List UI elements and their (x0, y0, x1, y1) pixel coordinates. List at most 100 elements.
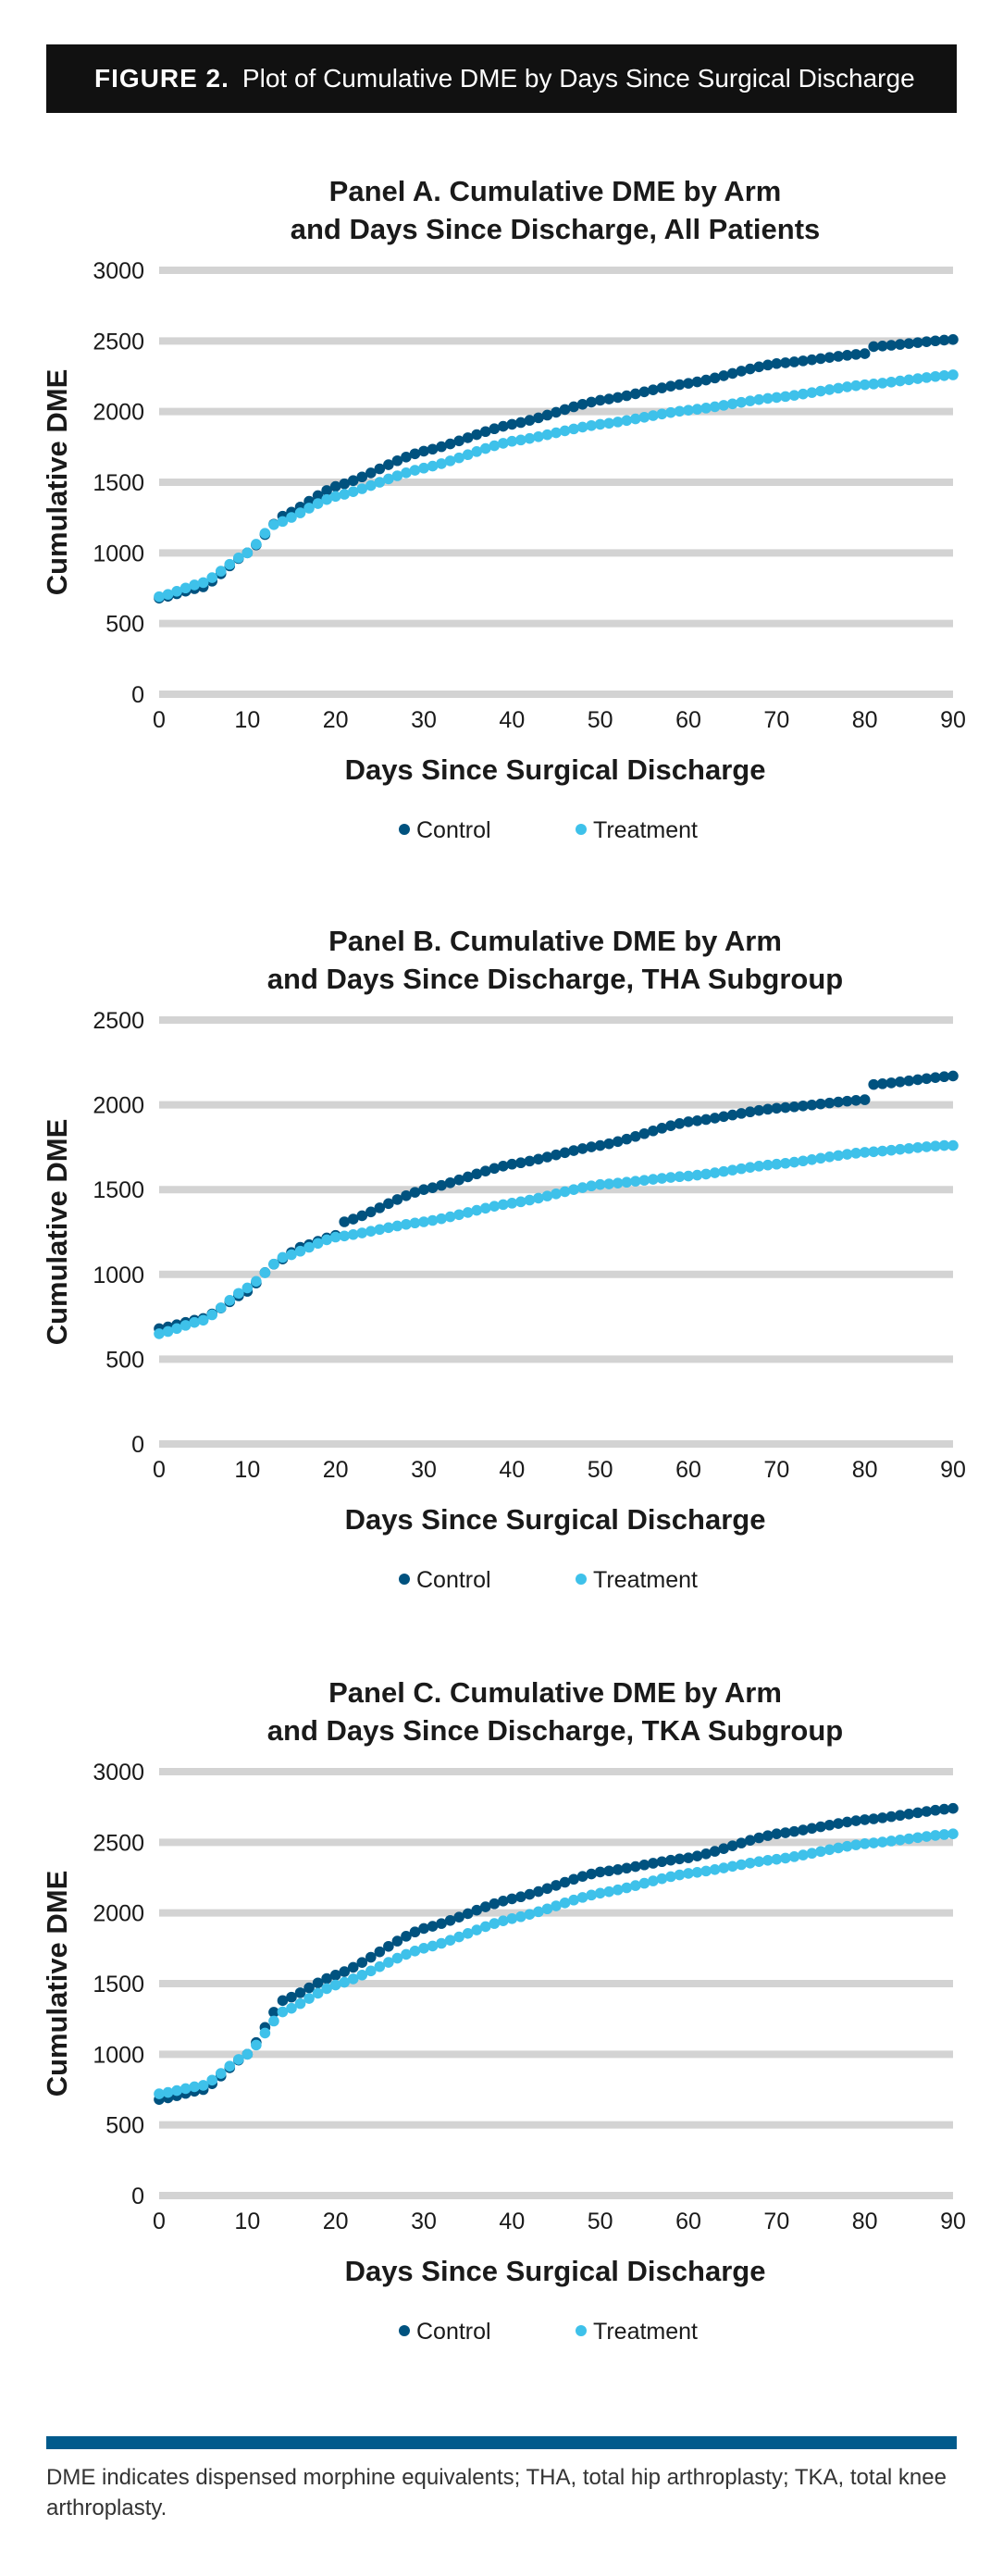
data-point-treatment (427, 1940, 439, 1952)
data-point-treatment (462, 1207, 474, 1218)
data-point-control (391, 1194, 403, 1205)
data-point-control (691, 376, 703, 388)
data-point-treatment (515, 1910, 526, 1923)
data-point-control (798, 1824, 809, 1836)
data-point-treatment (303, 503, 315, 514)
data-point-control (656, 382, 668, 393)
data-point-treatment (823, 1151, 836, 1163)
data-point-control (347, 475, 359, 487)
data-point-control (551, 1149, 562, 1161)
data-point-treatment (576, 1892, 588, 1903)
data-point-treatment (498, 1199, 509, 1211)
data-point-control (383, 1940, 394, 1952)
data-point-treatment (621, 1882, 633, 1894)
x-tick-label: 90 (940, 1457, 966, 1483)
data-point-control (391, 454, 403, 467)
data-point-control (612, 392, 624, 404)
data-point-control (823, 352, 836, 363)
data-point-treatment (154, 2088, 165, 2099)
data-point-treatment (427, 460, 439, 472)
chart-title-line1: Panel A. Cumulative DME by Arm (329, 175, 782, 207)
data-point-treatment (479, 442, 491, 454)
data-point-treatment (612, 1177, 624, 1188)
data-point-treatment (241, 547, 254, 559)
data-point-control (930, 335, 941, 347)
data-point-treatment (453, 1931, 464, 1943)
x-tick-label: 10 (234, 707, 260, 733)
data-point-treatment (876, 1145, 888, 1157)
data-point-control (726, 1840, 738, 1851)
data-point-control (612, 1864, 624, 1875)
data-point-treatment (656, 1173, 668, 1184)
data-point-control (303, 1982, 315, 1994)
data-point-treatment (947, 1139, 959, 1151)
data-point-control (462, 1908, 474, 1920)
data-point-treatment (780, 1157, 791, 1169)
data-point-control (621, 1133, 633, 1145)
data-point-treatment (665, 406, 676, 418)
data-point-treatment (921, 1141, 933, 1152)
x-tick-label: 0 (153, 707, 166, 733)
data-point-control (859, 1814, 871, 1825)
data-point-control (788, 1101, 800, 1113)
data-point-treatment (921, 1831, 933, 1842)
data-point-control (541, 1883, 553, 1895)
data-point-control (771, 1102, 783, 1114)
data-point-control (709, 372, 721, 384)
data-point-control (356, 471, 368, 483)
data-point-control (709, 1113, 721, 1124)
data-point-treatment (876, 378, 888, 389)
data-point-control (559, 1876, 571, 1888)
data-point-control (586, 1141, 597, 1152)
footnote: DME indicates dispensed morphine equival… (46, 2465, 947, 2520)
data-point-treatment (612, 417, 624, 428)
data-point-control (559, 404, 571, 416)
y-axis-label: Cumulative DME (41, 369, 73, 596)
data-point-control (762, 1103, 774, 1115)
x-tick-label: 10 (234, 2209, 260, 2234)
data-point-treatment (471, 1204, 482, 1216)
data-point-control (409, 1926, 421, 1938)
data-point-control (780, 1101, 791, 1114)
data-point-treatment (232, 552, 244, 564)
data-point-treatment (788, 390, 800, 401)
data-point-treatment (594, 418, 606, 430)
data-point-treatment (736, 1163, 747, 1175)
data-point-control (356, 1957, 368, 1969)
data-point-control (621, 1862, 633, 1874)
data-point-control (921, 1806, 933, 1817)
data-point-control (506, 1893, 518, 1905)
y-tick-label: 0 (131, 682, 144, 708)
y-axis-label: Cumulative DME (41, 1119, 73, 1346)
legend: Control Treatment (399, 1567, 698, 1593)
data-point-treatment (683, 404, 694, 416)
data-point-control (885, 1811, 898, 1823)
data-point-control (753, 1832, 765, 1844)
data-point-treatment (551, 427, 562, 439)
data-point-treatment (206, 1309, 217, 1321)
data-point-treatment (630, 1880, 641, 1891)
data-point-control (489, 423, 501, 435)
data-point-treatment (436, 458, 447, 469)
data-point-treatment (409, 1217, 421, 1229)
data-point-treatment (594, 1887, 606, 1899)
data-point-treatment (365, 1965, 377, 1977)
legend: Control Treatment (399, 817, 698, 843)
y-tick-label: 2500 (93, 1830, 144, 1856)
data-point-control (841, 1816, 853, 1828)
data-point-treatment (921, 372, 933, 383)
data-point-treatment (638, 1877, 650, 1889)
data-point-control (444, 1176, 456, 1188)
data-point-control (912, 1807, 923, 1819)
chart-title-line1: Panel B. Cumulative DME by Arm (328, 925, 782, 957)
data-point-treatment (180, 582, 192, 594)
data-point-treatment (586, 419, 597, 431)
data-point-treatment (823, 1844, 836, 1856)
data-point-control (630, 1860, 641, 1873)
data-point-treatment (885, 1836, 898, 1847)
x-tick-label: 30 (411, 707, 437, 733)
data-point-treatment (718, 1165, 729, 1177)
data-point-treatment (171, 1323, 182, 1335)
panel-c: Panel C. Cumulative DME by Arm and Days S… (0, 1640, 1003, 2362)
data-point-control (551, 406, 562, 418)
